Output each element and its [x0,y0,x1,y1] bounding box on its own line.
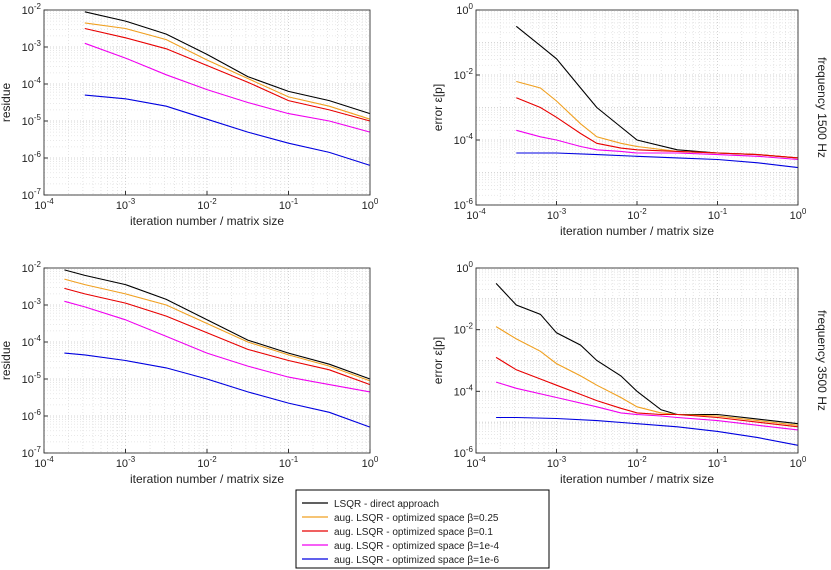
y-tick-label: 10-3 [22,297,42,312]
series-line-5 [516,152,799,169]
y-tick-label: 10-6 [22,408,42,423]
x-tick-label: 100 [790,455,807,470]
x-tick-label: 10-2 [627,207,647,222]
y-tick-label: 10-3 [22,39,42,54]
x-axis-label: iteration number / matrix size [130,214,284,228]
y-tick-label: 10-5 [22,113,42,128]
y-tick-label: 10-2 [22,260,42,275]
y-axis-label: residue [0,82,13,122]
x-tick-label: 100 [362,455,379,470]
legend: LSQR - direct approach aug. LSQR - optimi… [295,489,550,569]
x-tick-label: 10-3 [547,455,567,470]
series-line-2 [84,22,371,120]
series-line-5 [64,352,371,428]
y-tick-label: 10-6 [22,150,42,165]
x-tick-label: 10-4 [466,207,486,222]
y-tick-label: 10-2 [22,2,42,17]
x-tick-label: 10-1 [708,455,728,470]
x-tick-label: 100 [362,197,379,212]
y-tick-label: 10-4 [22,334,42,349]
series-line-3 [64,287,371,386]
panels: 10-4 10-3 10-2 10-1 100 10-7 10-6 10-5 10-4 10-3 1… [0,2,829,486]
panel-p11: 10-4 10-3 10-2 10-1 100 10-7 10-6 10-5 10-4 10-3 1… [0,2,379,228]
y-tick-label: 10-4 [454,132,474,147]
series-line-5 [84,94,371,166]
y-tick-label: 10-2 [454,322,474,337]
y-tick-label: 10-4 [454,383,474,398]
y-tick-label: 10-6 [454,197,474,212]
row-label: frequency 3500 Hz [815,310,829,411]
x-tick-label: 10-1 [279,455,299,470]
panel-p12: 10-4 10-3 10-2 10-1 10010-610-410-2100iterat… [431,2,829,238]
y-tick-label: 10-4 [22,76,42,91]
y-tick-label: 10-2 [454,67,474,82]
series-line-3 [495,356,799,428]
x-tick-label: 100 [790,207,807,222]
legend-label: aug. LSQR - optimized space β=1e-4 [334,541,499,552]
x-tick-label: 10-4 [466,455,486,470]
series-line-4 [516,129,799,161]
y-axis-label: error ε[p] [431,84,445,131]
y-tick-label: 100 [456,260,473,275]
x-tick-label: 10-2 [197,197,217,212]
y-tick-label: 10-6 [454,445,474,460]
series-line-4 [84,42,371,133]
series-line-4 [64,300,371,393]
x-tick-label: 10-4 [34,197,54,212]
series-line-3 [516,97,799,159]
x-axis-label: iteration number / matrix size [130,472,284,486]
x-tick-label: 10-2 [197,455,217,470]
series-line-3 [84,27,371,122]
y-tick-label: 100 [456,2,473,17]
panel-p22: 10-4 10-3 10-2 10-1 10010-610-410-2100iterat… [431,260,829,486]
x-axis-label: iteration number / matrix size [560,224,714,238]
legend-box [295,489,550,569]
series-line-2 [495,326,799,426]
series-line-1 [64,269,371,380]
y-axis-label: error ε[p] [431,337,445,384]
series-line-5 [496,416,799,446]
y-tick-label: 10-7 [22,445,42,460]
y-tick-label: 10-5 [22,371,42,386]
x-tick-label: 10-4 [34,455,54,470]
x-tick-label: 10-3 [116,197,136,212]
row-label: frequency 1500 Hz [815,57,829,158]
x-tick-label: 10-1 [279,197,299,212]
x-tick-label: 10-1 [708,207,728,222]
legend-label: aug. LSQR - optimized space β=0.1 [334,527,493,538]
series-line-2 [64,278,371,382]
x-tick-label: 10-3 [116,455,136,470]
x-tick-label: 10-3 [547,207,567,222]
series-line-1 [84,11,371,115]
panel-p21: 10-4 10-3 10-2 10-1 100 10-7 10-6 10-5 10-4 10-3 1… [0,260,379,486]
series-line-1 [495,283,799,425]
legend-label: aug. LSQR - optimized space β=1e-6 [334,555,499,566]
x-tick-label: 10-2 [627,455,647,470]
y-axis-label: residue [0,340,13,380]
y-tick-label: 10-7 [22,187,42,202]
x-axis-label: iteration number / matrix size [560,472,714,486]
series-line-4 [495,381,799,431]
legend-label: LSQR - direct approach [334,499,439,510]
legend-label: aug. LSQR - optimized space β=0.25 [334,513,499,524]
